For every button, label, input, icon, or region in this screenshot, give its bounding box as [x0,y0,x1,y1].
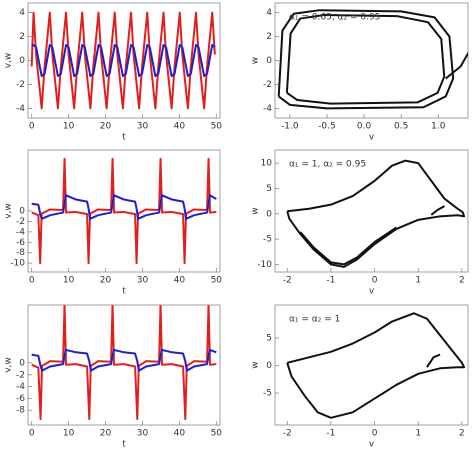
series-line [31,305,217,421]
x-tick-label: 2 [459,276,465,286]
y-tick-label: 0 [266,209,272,219]
y-tick-label: -2 [16,370,25,380]
x-tick-label: 0.5 [394,122,408,132]
plot-frame [274,149,469,273]
x-tick-label: 0 [372,276,378,286]
y-axis-title: v,w [4,53,14,69]
y-tick-label: -6 [16,238,25,248]
y-tick-label: -10 [257,260,272,270]
y-tick-label: -5 [263,235,272,245]
y-tick-label: 5 [266,184,272,194]
x-tick-label: 50 [211,429,223,439]
y-tick-label: 0 [19,358,25,368]
x-tick-label: 30 [137,122,149,132]
x-tick-label: 50 [211,276,223,286]
x-tick-label: -0.5 [318,122,336,132]
y-tick-label: 4 [266,8,272,18]
series-line [31,157,217,265]
x-axis-title: t [122,133,126,143]
x-tick-label: 2 [459,429,465,439]
y-tick-label: -6 [16,394,25,404]
y-tick-label: -10 [10,259,25,269]
x-axis-title: t [122,440,126,450]
x-tick-label: 0 [372,429,378,439]
series-line [286,159,466,268]
series-line [299,226,397,266]
series-line [426,353,441,368]
x-axis-title: v [369,440,375,450]
annotation: α₁ = 1, α₂ = 0.95 [289,160,366,170]
y-tick-label: 0 [266,361,272,371]
series-line [445,51,468,80]
y-tick-label: -4 [16,382,25,392]
x-axis-title: t [122,287,126,297]
x-tick-label: -1.0 [281,122,299,132]
y-tick-label: -4 [16,227,25,237]
y-tick-label: 2 [266,32,272,42]
y-tick-label: -2 [16,80,25,90]
x-tick-label: 40 [174,429,186,439]
x-tick-label: 30 [137,429,149,439]
x-tick-label: 0 [29,122,35,132]
y-axis-title: v,w [4,203,14,219]
series-line [277,9,455,110]
y-tick-label: 0 [19,207,25,217]
x-tick-label: 10 [63,429,75,439]
y-tick-label: 4 [19,8,25,18]
y-tick-label: 10 [261,159,273,169]
x-tick-label: 50 [211,122,223,132]
series-line [286,312,466,419]
y-tick-label: -8 [16,248,25,258]
x-axis-title: v [369,133,375,143]
y-tick-label: -2 [263,80,272,90]
y-tick-label: 5 [266,334,272,344]
plot-frame [27,304,221,426]
y-tick-label: -2 [16,217,25,227]
series-line [31,348,217,372]
x-tick-label: 1 [415,429,421,439]
series-line [430,205,445,216]
y-axis-title: w [251,57,261,64]
y-tick-label: 0 [266,56,272,66]
x-tick-label: 40 [174,122,186,132]
x-tick-label: -2 [283,429,292,439]
x-tick-label: 1.0 [431,122,446,132]
x-tick-label: 10 [63,276,75,286]
y-tick-label: 2 [19,32,25,42]
x-tick-label: 10 [63,122,75,132]
y-tick-label: 0 [19,56,25,66]
x-tick-label: 0 [29,429,35,439]
x-tick-label: 20 [100,276,112,286]
series-line [285,13,446,105]
x-tick-label: 30 [137,276,149,286]
plot-frame [274,304,469,426]
x-tick-label: 1 [415,276,421,286]
x-tick-label: 0 [29,276,35,286]
x-axis-title: v [369,287,375,297]
x-tick-label: 40 [174,276,186,286]
x-tick-label: 0.0 [357,122,372,132]
y-tick-label: -4 [16,104,25,114]
series-line [30,11,216,110]
y-tick-label: -4 [263,104,272,114]
y-axis-title: v,w [4,357,14,373]
series-line [31,194,217,220]
x-tick-label: -1 [326,276,335,286]
x-tick-label: 20 [100,122,112,132]
x-tick-label: -2 [283,276,292,286]
y-tick-label: -5 [263,389,272,399]
y-tick-label: -8 [16,406,25,416]
annotation: α₁ = 0.65, α₂ = 0.95 [289,13,380,23]
annotation: α₁ = α₂ = 1 [289,315,340,325]
x-tick-label: 20 [100,429,112,439]
x-tick-label: -1 [326,429,335,439]
series-line [31,43,216,78]
y-axis-title: w [251,207,261,214]
y-axis-title: w [251,361,261,368]
